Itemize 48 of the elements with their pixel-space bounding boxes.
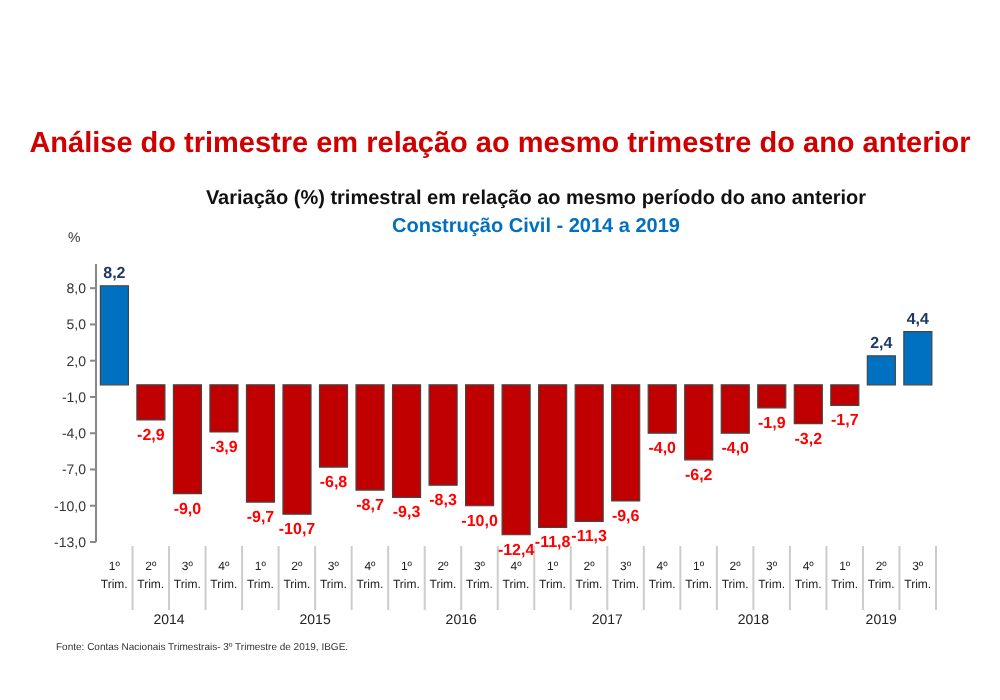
- bar: [757, 384, 787, 409]
- data-label: -1,9: [757, 413, 787, 432]
- data-label: 2,4: [870, 333, 894, 352]
- chart-title: Análise do trimestre em relação ao mesmo trimestre do ano anterior: [27, 128, 973, 160]
- data-label: -4,0: [721, 439, 751, 458]
- bar: [866, 355, 896, 386]
- data-label: -3,9: [210, 438, 239, 457]
- data-label: -8,7: [356, 496, 385, 515]
- data-label: -11,3: [571, 527, 609, 546]
- bar: [245, 384, 276, 503]
- data-label: -6,2: [684, 465, 714, 484]
- bar: [355, 384, 385, 491]
- data-label: -8,3: [429, 491, 458, 510]
- data-label: -9,6: [611, 506, 641, 525]
- data-label: 8,2: [103, 263, 127, 282]
- bar: [318, 384, 349, 468]
- data-label: -1,7: [831, 411, 860, 430]
- data-label: -9,3: [392, 503, 422, 522]
- bar: [720, 384, 750, 434]
- data-label: 4,4: [906, 309, 931, 328]
- chart-subtitle: Variação (%) trimestral em relação ao mesmo período do ano anterior Construção Civil - 2014 a 2019: [203, 188, 869, 238]
- data-label: -4,0: [648, 439, 678, 458]
- bar: [465, 384, 495, 507]
- data-label: -9,0: [173, 499, 203, 518]
- bar: [903, 331, 933, 386]
- bar: [428, 384, 458, 486]
- bar: [209, 384, 239, 433]
- bar: [99, 285, 129, 386]
- data-label: -9,7: [246, 508, 276, 527]
- bar: [501, 384, 531, 536]
- data-label: -10,0: [461, 511, 499, 530]
- bar: [611, 384, 641, 502]
- bar: [574, 384, 604, 523]
- bar: [391, 384, 422, 498]
- bar: [282, 384, 312, 515]
- bar: [538, 384, 568, 529]
- data-label: -10,7: [278, 520, 317, 539]
- data-label: -11,8: [534, 533, 572, 552]
- data-label: -6,8: [319, 473, 349, 492]
- bar: [136, 384, 166, 421]
- bar: [830, 384, 860, 407]
- bar: [647, 384, 677, 434]
- bar: [684, 384, 714, 461]
- bar: [172, 384, 203, 495]
- data-label: -12,4: [497, 540, 536, 559]
- data-label: -3,2: [794, 429, 824, 448]
- data-label: -2,9: [137, 425, 166, 444]
- bar: [793, 384, 823, 425]
